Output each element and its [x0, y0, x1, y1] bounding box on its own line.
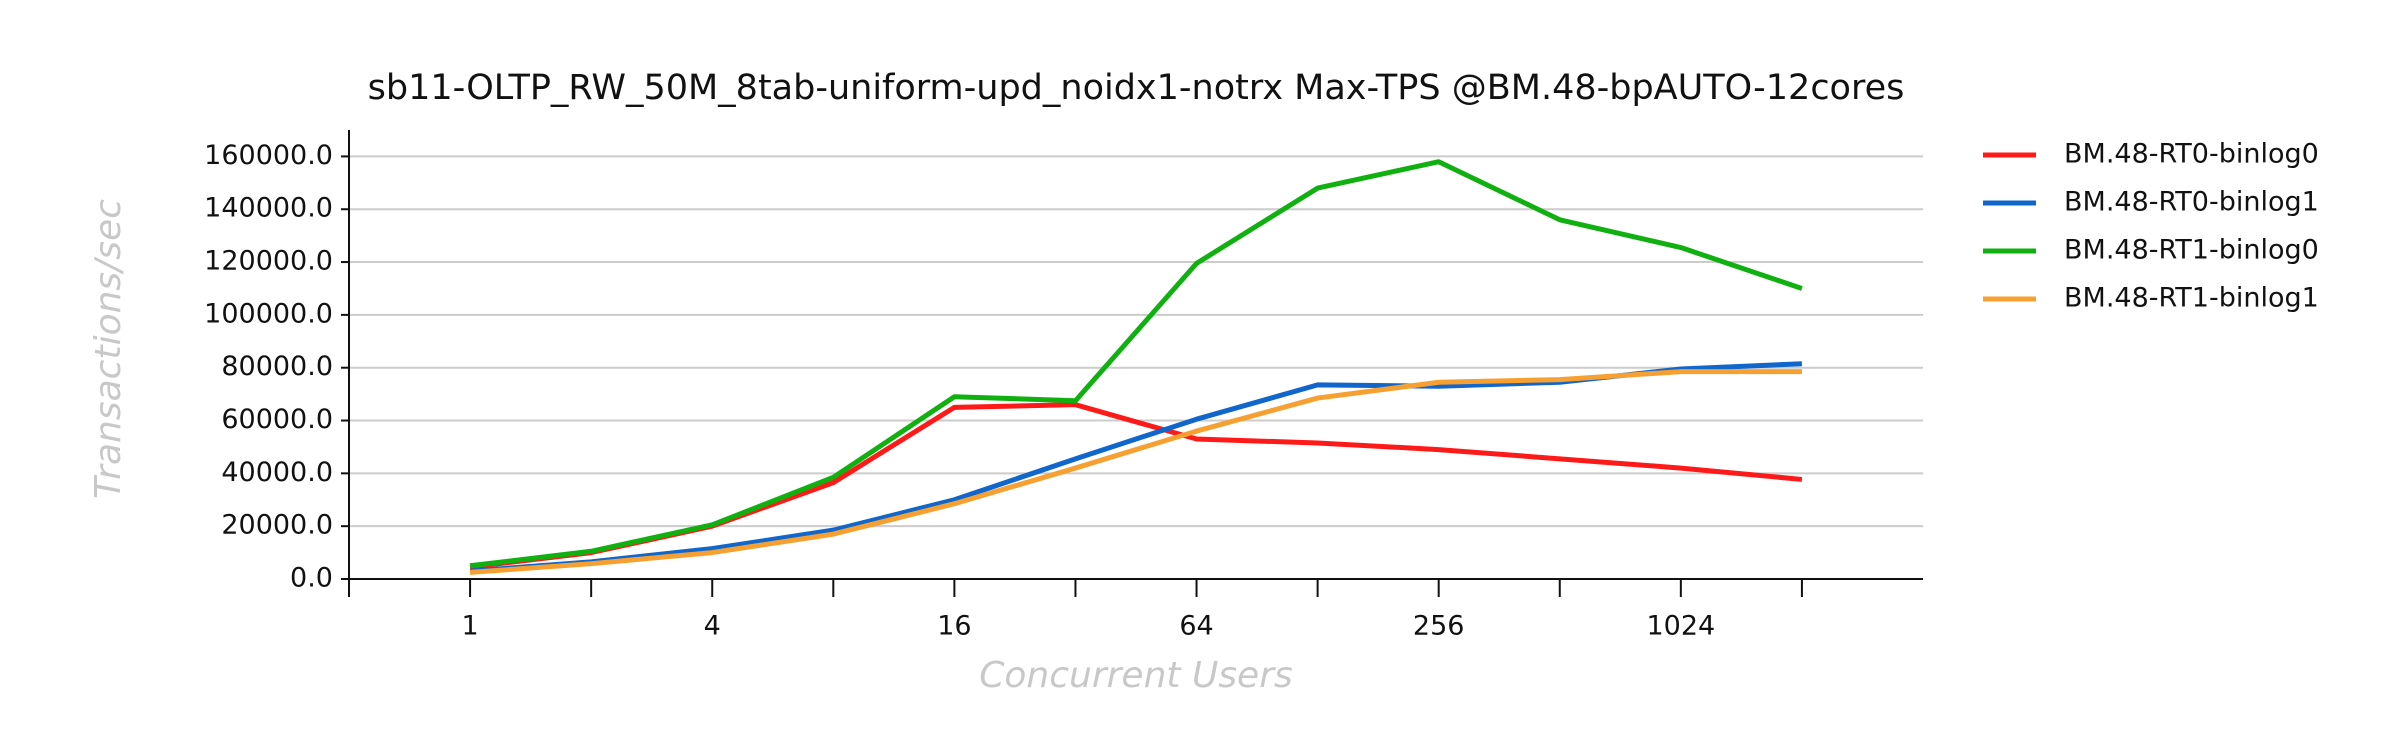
y-tick-label: 120000.0 [204, 246, 333, 277]
y-tick-label: 80000.0 [221, 351, 333, 382]
y-tick-label: 60000.0 [221, 404, 333, 435]
legend-label: BM.48-RT1-binlog1 [2064, 283, 2319, 314]
series-line [469, 159, 1803, 569]
y-tick-label: 40000.0 [221, 457, 333, 488]
y-tick-label: 140000.0 [204, 193, 333, 224]
y-tick-label: 100000.0 [204, 298, 333, 329]
chart-title: sb11-OLTP_RW_50M_8tab-uniform-upd_noidx1… [368, 68, 1905, 108]
x-axis-title: Concurrent Users [979, 655, 1293, 696]
legend-label: BM.48-RT0-binlog0 [2064, 139, 2319, 170]
y-tick-label: 160000.0 [204, 140, 333, 171]
x-tick-label: 1024 [1646, 611, 1715, 642]
legend-label: BM.48-RT0-binlog1 [2064, 187, 2319, 218]
y-tick-label: 20000.0 [221, 510, 333, 541]
y-axis-title: Transactions/sec [88, 199, 129, 499]
x-tick-label: 1 [461, 611, 478, 642]
legend-label: BM.48-RT1-binlog0 [2064, 235, 2319, 266]
x-tick-label: 16 [937, 611, 971, 642]
x-tick-label: 256 [1413, 611, 1465, 642]
y-tick-label: 0.0 [290, 563, 333, 594]
x-tick-label: 4 [704, 611, 721, 642]
series-line [469, 361, 1803, 574]
series-line [469, 369, 1802, 575]
series-line [469, 402, 1803, 570]
x-tick-label: 64 [1179, 611, 1213, 642]
